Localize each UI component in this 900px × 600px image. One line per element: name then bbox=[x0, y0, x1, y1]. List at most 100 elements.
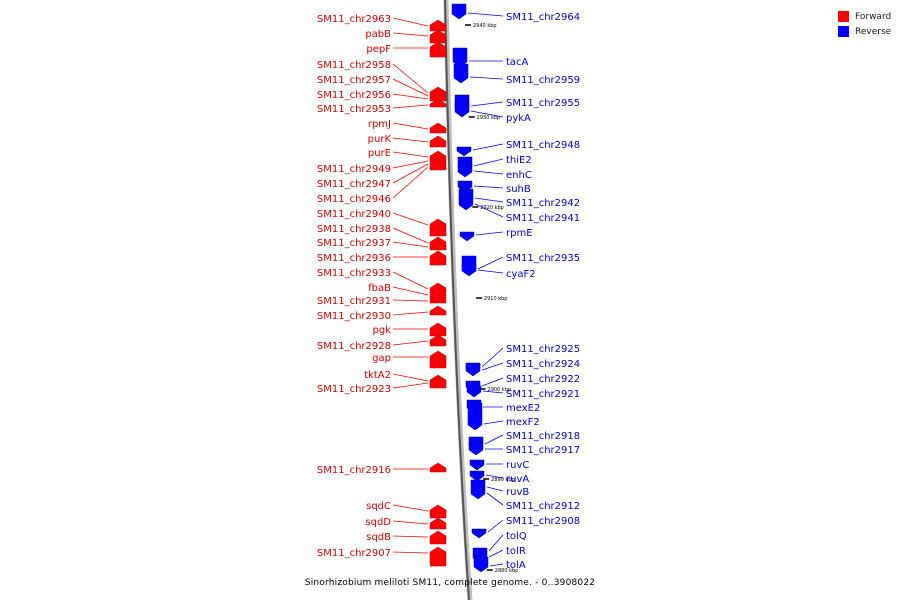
forward-gene[interactable] bbox=[429, 240, 447, 251]
forward-gene-label[interactable]: SM11_chr2937 bbox=[317, 238, 391, 249]
reverse-gene-label[interactable]: tolA bbox=[506, 560, 526, 571]
forward-gene[interactable] bbox=[429, 376, 447, 389]
forward-gene-label[interactable]: fbaB bbox=[368, 283, 391, 294]
reverse-gene-label[interactable]: pykA bbox=[506, 113, 531, 124]
reverse-gene[interactable] bbox=[465, 362, 481, 377]
reverse-gene[interactable] bbox=[456, 146, 472, 157]
reverse-gene-label[interactable]: tolR bbox=[506, 546, 526, 557]
forward-gene-label[interactable]: SM11_chr2933 bbox=[317, 268, 391, 279]
forward-gene-label[interactable]: sqdD bbox=[365, 517, 391, 528]
reverse-gene-label[interactable]: SM11_chr2918 bbox=[506, 431, 580, 442]
reverse-gene-label[interactable]: SM11_chr2908 bbox=[506, 516, 580, 527]
reverse-gene[interactable] bbox=[459, 231, 475, 242]
reverse-gene[interactable] bbox=[469, 459, 485, 471]
reverse-gene-label[interactable]: SM11_chr2964 bbox=[506, 12, 580, 23]
forward-gene[interactable] bbox=[429, 41, 447, 58]
reverse-gene-label[interactable]: mexF2 bbox=[506, 417, 540, 428]
reverse-gene-label[interactable]: SM11_chr2924 bbox=[506, 359, 580, 370]
reverse-gene-label[interactable]: thiE2 bbox=[506, 155, 532, 166]
reverse-gene-label[interactable]: SM11_chr2922 bbox=[506, 374, 580, 385]
forward-gene-label[interactable]: SM11_chr2923 bbox=[317, 384, 391, 395]
forward-gene-label[interactable]: SM11_chr2930 bbox=[317, 311, 391, 322]
reverse-gene[interactable] bbox=[468, 441, 484, 456]
forward-gene[interactable] bbox=[429, 350, 447, 369]
forward-gene-label[interactable]: purK bbox=[368, 134, 392, 145]
forward-gene[interactable] bbox=[429, 334, 447, 347]
forward-gene[interactable] bbox=[429, 29, 447, 44]
forward-gene-label[interactable]: SM11_chr2963 bbox=[317, 14, 391, 25]
reverse-gene[interactable] bbox=[454, 101, 470, 118]
forward-gene-label[interactable]: SM11_chr2931 bbox=[317, 296, 391, 307]
forward-gene-label[interactable]: rpmJ bbox=[368, 119, 391, 130]
forward-gene-label[interactable]: SM11_chr2928 bbox=[317, 341, 391, 352]
forward-gene-label[interactable]: gap bbox=[372, 353, 391, 364]
reverse-gene-label[interactable]: ruvB bbox=[506, 487, 529, 498]
reverse-gene-label[interactable]: enhC bbox=[506, 170, 532, 181]
reverse-gene[interactable] bbox=[458, 196, 474, 211]
forward-gene[interactable] bbox=[429, 160, 447, 171]
reverse-gene-label[interactable]: mexE2 bbox=[506, 403, 540, 414]
reverse-gene[interactable] bbox=[471, 528, 487, 539]
reverse-gene-label[interactable]: cyaF2 bbox=[506, 269, 536, 280]
reverse-gene[interactable] bbox=[467, 402, 483, 431]
reverse-gene-label[interactable]: SM11_chr2921 bbox=[506, 389, 580, 400]
forward-gene[interactable] bbox=[429, 250, 447, 266]
reverse-gene-label[interactable]: tacA bbox=[506, 57, 529, 68]
forward-gene-label[interactable]: SM11_chr2958 bbox=[317, 60, 391, 71]
reverse-gene-label[interactable]: SM11_chr2959 bbox=[506, 75, 580, 86]
reverse-gene-label[interactable]: SM11_chr2912 bbox=[506, 501, 580, 512]
forward-gene-label[interactable]: SM11_chr2947 bbox=[317, 179, 391, 190]
forward-gene-label[interactable]: tktA2 bbox=[364, 370, 391, 381]
reverse-gene-label[interactable]: SM11_chr2925 bbox=[506, 344, 580, 355]
forward-gene-label[interactable]: SM11_chr2953 bbox=[317, 104, 391, 115]
reverse-gene[interactable] bbox=[461, 262, 477, 277]
reverse-gene[interactable] bbox=[457, 163, 473, 178]
forward-gene[interactable] bbox=[429, 322, 447, 337]
reverse-gene-label[interactable]: ruvA bbox=[506, 474, 529, 485]
forward-gene[interactable] bbox=[429, 305, 447, 316]
reverse-gene[interactable] bbox=[470, 487, 486, 500]
forward-gene[interactable] bbox=[429, 218, 447, 237]
reverse-gene[interactable] bbox=[473, 556, 489, 573]
reverse-gene[interactable] bbox=[453, 63, 469, 84]
forward-gene-label[interactable]: pabB bbox=[365, 29, 391, 40]
reverse-gene-label[interactable]: tolQ bbox=[506, 531, 527, 542]
forward-gene[interactable] bbox=[429, 546, 447, 567]
forward-gene-label[interactable]: sqdB bbox=[366, 532, 391, 543]
forward-gene[interactable] bbox=[429, 135, 447, 148]
forward-gene[interactable] bbox=[429, 92, 447, 102]
forward-gene[interactable] bbox=[429, 122, 447, 134]
forward-gene-label[interactable]: sqdC bbox=[366, 501, 391, 512]
forward-gene-label[interactable]: SM11_chr2916 bbox=[317, 465, 391, 476]
forward-gene[interactable] bbox=[429, 504, 447, 519]
forward-gene-label[interactable]: purE bbox=[368, 148, 391, 159]
reverse-gene-label[interactable]: rpmE bbox=[506, 228, 533, 239]
forward-gene-label[interactable]: SM11_chr2907 bbox=[317, 548, 391, 559]
forward-gene-label[interactable]: SM11_chr2946 bbox=[317, 194, 391, 205]
reverse-gene[interactable] bbox=[469, 470, 485, 482]
reverse-gene-label[interactable]: SM11_chr2942 bbox=[506, 198, 580, 209]
reverse-gene-label[interactable]: SM11_chr2941 bbox=[506, 213, 580, 224]
forward-gene-label[interactable]: SM11_chr2938 bbox=[317, 224, 391, 235]
forward-gene[interactable] bbox=[429, 19, 447, 32]
reverse-gene-label[interactable]: SM11_chr2917 bbox=[506, 445, 580, 456]
forward-gene[interactable] bbox=[429, 98, 447, 108]
reverse-gene-label[interactable]: SM11_chr2948 bbox=[506, 140, 580, 151]
forward-gene-label[interactable]: SM11_chr2949 bbox=[317, 164, 391, 175]
reverse-gene-label[interactable]: SM11_chr2935 bbox=[506, 253, 580, 264]
forward-gene-label[interactable]: SM11_chr2957 bbox=[317, 75, 391, 86]
forward-gene[interactable] bbox=[429, 462, 447, 473]
forward-gene-label[interactable]: pepF bbox=[366, 44, 391, 55]
forward-gene[interactable] bbox=[429, 530, 447, 545]
forward-gene-label[interactable]: SM11_chr2936 bbox=[317, 253, 391, 264]
reverse-gene[interactable] bbox=[451, 3, 467, 20]
reverse-gene-label[interactable]: SM11_chr2955 bbox=[506, 98, 580, 109]
reverse-gene[interactable] bbox=[466, 385, 482, 398]
reverse-gene-label[interactable]: ruvC bbox=[506, 460, 529, 471]
forward-gene[interactable] bbox=[429, 294, 447, 304]
forward-gene-label[interactable]: SM11_chr2956 bbox=[317, 90, 391, 101]
forward-gene-label[interactable]: pgk bbox=[373, 325, 392, 336]
forward-gene-label[interactable]: SM11_chr2940 bbox=[317, 209, 391, 220]
